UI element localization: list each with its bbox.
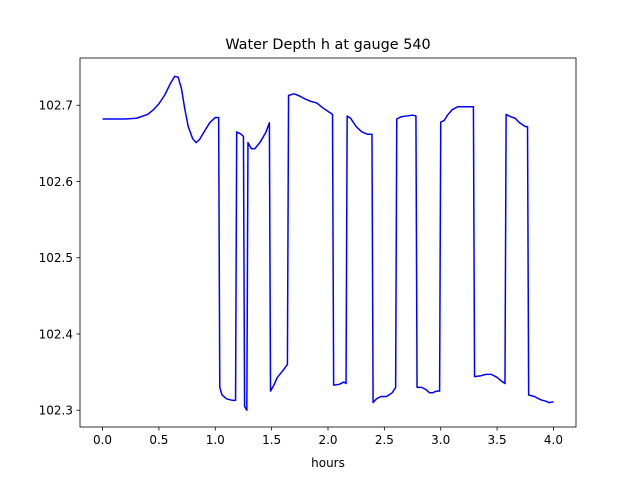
x-tick-label: 1.5: [262, 433, 281, 447]
y-tick-label: 102.4: [39, 327, 73, 341]
x-tick-label: 0.0: [93, 433, 112, 447]
x-tick-label: 2.0: [318, 433, 337, 447]
y-axis-ticks: 102.3 102.4 102.5 102.6 102.7: [39, 99, 80, 418]
y-tick-label: 102.5: [39, 251, 73, 265]
chart-title: Water Depth h at gauge 540: [225, 37, 430, 53]
x-tick-label: 3.5: [488, 433, 507, 447]
series-line: [102, 75, 554, 411]
x-axis-ticks: 0.0 0.5 1.0 1.5 2.0 2.5 3.0 3.5 4.0: [93, 427, 563, 447]
y-tick-label: 102.3: [39, 404, 73, 418]
x-tick-label: 0.5: [149, 433, 168, 447]
x-tick-label: 1.0: [206, 433, 225, 447]
x-tick-label: 2.5: [375, 433, 394, 447]
x-tick-label: 3.0: [431, 433, 450, 447]
axes-background: [80, 58, 576, 427]
y-tick-label: 102.7: [39, 99, 73, 113]
x-axis-label: hours: [311, 456, 345, 470]
y-tick-label: 102.6: [39, 175, 73, 189]
x-tick-label: 4.0: [544, 433, 563, 447]
plot-area: [79, 57, 577, 428]
